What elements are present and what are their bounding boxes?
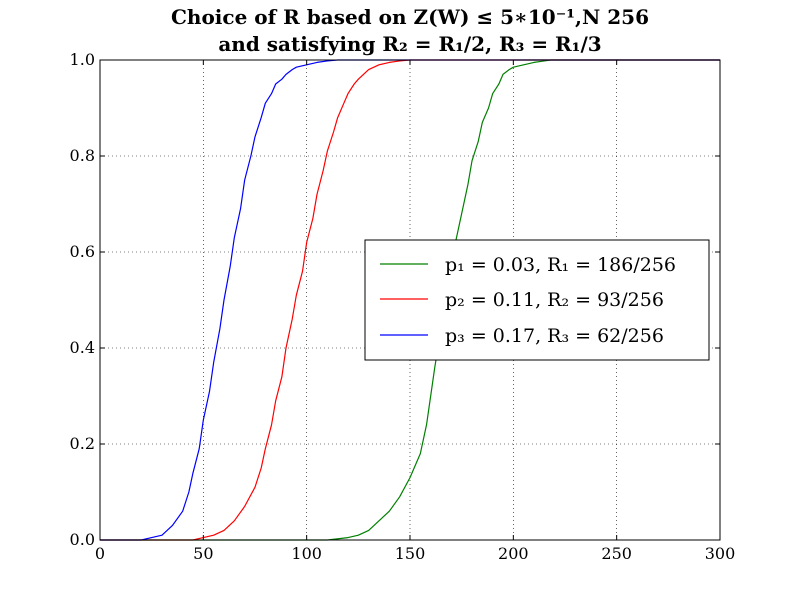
legend-label-series-3: p₃ = 0.17, R₃ = 62/256 xyxy=(445,325,664,347)
x-tick-label: 100 xyxy=(291,544,322,563)
y-tick-label: 0.8 xyxy=(70,146,95,165)
x-tick-label: 150 xyxy=(395,544,426,563)
y-tick-label: 0.2 xyxy=(70,434,95,453)
x-tick-label: 250 xyxy=(601,544,632,563)
x-tick-label: 300 xyxy=(705,544,736,563)
legend-label-series-1: p₁ = 0.03, R₁ = 186/256 xyxy=(445,254,676,276)
x-tick-label: 50 xyxy=(193,544,213,563)
tick-layer: 0 50 100 150 200 250 300 0.0 0.2 0.4 0.6 0.8 1.0 xyxy=(70,50,736,563)
series-line-2 xyxy=(100,59,720,541)
chart-title-line1: Choice of R based on Z(W) ≤ 5∗10⁻¹,N 256 xyxy=(171,5,649,29)
legend: p₁ = 0.03, R₁ = 186/256 p₂ = 0.11, R₂ = … xyxy=(364,239,710,361)
y-tick-label: 0.6 xyxy=(70,242,95,261)
legend-label-series-2: p₂ = 0.11, R₂ = 93/256 xyxy=(445,289,664,311)
y-tick-label: 0.4 xyxy=(70,338,95,357)
x-tick-label: 0 xyxy=(95,544,105,563)
legend-box xyxy=(364,239,710,361)
x-tick-label: 200 xyxy=(498,544,529,563)
y-tick-label: 1.0 xyxy=(70,50,95,69)
y-tick-label: 0.0 xyxy=(70,530,95,549)
chart-title-line2: and satisfying R₂ = R₁/2, R₃ = R₁/3 xyxy=(218,32,601,56)
series-line-3 xyxy=(100,59,720,541)
